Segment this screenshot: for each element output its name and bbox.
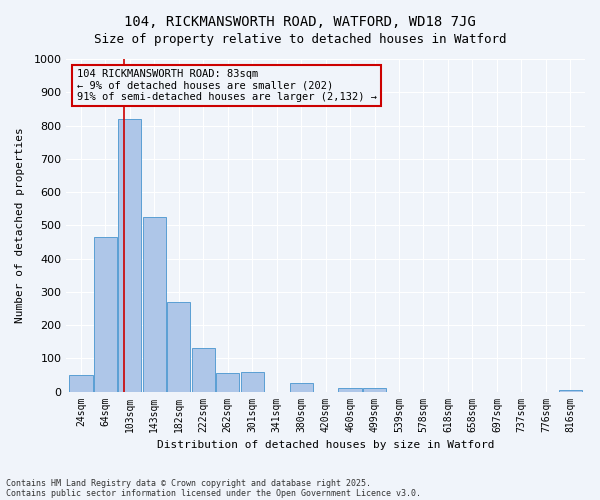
Bar	[191, 348, 215, 392]
Text: Size of property relative to detached houses in Watford: Size of property relative to detached ho…	[94, 32, 506, 46]
Bar	[290, 383, 313, 392]
Bar	[94, 237, 117, 392]
Y-axis label: Number of detached properties: Number of detached properties	[15, 128, 25, 323]
Text: 104, RICKMANSWORTH ROAD, WATFORD, WD18 7JG: 104, RICKMANSWORTH ROAD, WATFORD, WD18 7…	[124, 15, 476, 29]
Text: 104 RICKMANSWORTH ROAD: 83sqm
← 9% of detached houses are smaller (202)
91% of s: 104 RICKMANSWORTH ROAD: 83sqm ← 9% of de…	[77, 69, 377, 102]
Bar	[363, 388, 386, 392]
Bar	[559, 390, 582, 392]
Bar	[216, 374, 239, 392]
Bar	[167, 302, 190, 392]
Bar	[69, 375, 92, 392]
Bar	[338, 388, 362, 392]
Text: Contains public sector information licensed under the Open Government Licence v3: Contains public sector information licen…	[6, 488, 421, 498]
Bar	[143, 217, 166, 392]
Bar	[118, 119, 142, 392]
X-axis label: Distribution of detached houses by size in Watford: Distribution of detached houses by size …	[157, 440, 494, 450]
Text: Contains HM Land Registry data © Crown copyright and database right 2025.: Contains HM Land Registry data © Crown c…	[6, 478, 371, 488]
Bar	[241, 372, 264, 392]
